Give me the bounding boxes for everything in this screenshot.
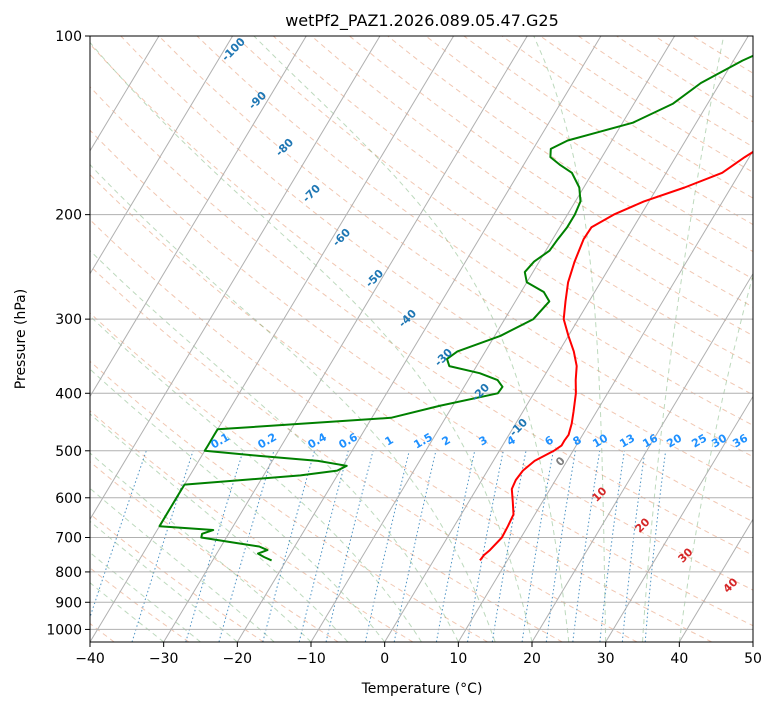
y-tick-label: 300 — [55, 312, 82, 328]
y-tick-label: 800 — [55, 565, 82, 581]
chart-title: wetPf2_PAZ1.2026.089.05.47.G25 — [285, 11, 559, 31]
y-tick-label: 500 — [55, 444, 82, 460]
x-tick-label: 30 — [597, 651, 615, 667]
x-tick-label: 0 — [380, 651, 389, 667]
isotherm-gridline — [753, 36, 775, 642]
x-tick-label: 40 — [670, 651, 688, 667]
y-tick-label: 700 — [55, 531, 82, 547]
y-tick-label: 900 — [55, 595, 82, 611]
x-tick-label: 10 — [449, 651, 467, 667]
x-axis-label: Temperature (°C) — [361, 681, 483, 697]
y-tick-label: 600 — [55, 491, 82, 507]
x-tick-label: 20 — [523, 651, 541, 667]
y-axis: 100 200 300 400 500 600 700 800 900 1000 — [46, 29, 90, 638]
y-tick-label: 1000 — [46, 622, 82, 638]
x-tick-label: −40 — [75, 651, 105, 667]
x-tick-label: −30 — [149, 651, 179, 667]
isotherm-gridline — [0, 36, 12, 642]
y-tick-label: 400 — [55, 386, 82, 402]
x-tick-label: 50 — [744, 651, 762, 667]
y-tick-label: 100 — [55, 29, 82, 45]
y-axis-label: Pressure (hPa) — [13, 289, 29, 389]
y-tick-label: 200 — [55, 208, 82, 224]
x-tick-label: −10 — [296, 651, 326, 667]
x-tick-label: −20 — [223, 651, 253, 667]
x-axis: −40 −30 −20 −10 0 10 20 30 40 50 — [75, 642, 762, 667]
